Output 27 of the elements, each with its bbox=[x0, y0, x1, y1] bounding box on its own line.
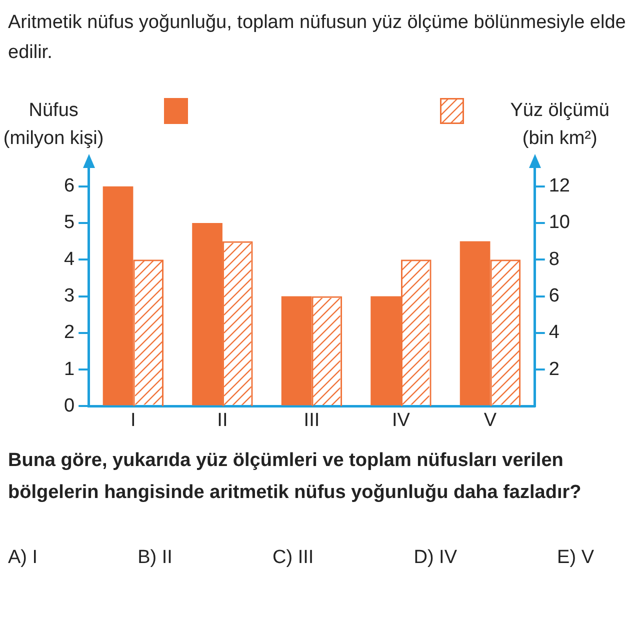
y2-axis-title: Yüz ölçümü (bin km²) bbox=[510, 100, 610, 149]
y2-tick-label: 12 bbox=[548, 176, 570, 197]
x-tick-label: I bbox=[130, 410, 136, 431]
x-tick-label: III bbox=[304, 410, 320, 431]
y-tick-label: 6 bbox=[64, 176, 75, 197]
y-tick-label: 0 bbox=[64, 395, 75, 416]
text: A) I bbox=[8, 547, 38, 569]
x-tick-label: V bbox=[484, 410, 497, 431]
y-axis-title: Nüfus (milyon kişi) bbox=[3, 100, 104, 149]
x-tick-label: II bbox=[217, 410, 228, 431]
text: Buna göre, yukarıda yüz ölçümleri ve toplam nüfusları verilen bölgelerin hangisinde aritmetik nüfus yoğunluğu daha fazladır? bbox=[7, 449, 582, 505]
text: B) II bbox=[138, 547, 172, 569]
chart-title: Aritmetik nüfus yoğunluğu, toplam nüfusun yüz ölçüme bölünmesiyle elde edilir. bbox=[7, 11, 627, 65]
y-tick-label: 1 bbox=[64, 358, 75, 380]
y2-tick-label: 10 bbox=[548, 212, 570, 234]
y2-tick-label: 4 bbox=[548, 322, 560, 344]
x-tick-label: IV bbox=[392, 410, 410, 431]
text: E) V bbox=[557, 547, 594, 569]
y-tick-label: 4 bbox=[64, 248, 75, 270]
text: C) III bbox=[272, 547, 314, 569]
y-tick-label: 3 bbox=[64, 285, 75, 306]
y2-tick-label: 6 bbox=[548, 285, 560, 306]
y2-tick-label: 2 bbox=[548, 358, 560, 380]
text: D) IV bbox=[414, 547, 457, 569]
y-tick-label: 5 bbox=[64, 212, 75, 234]
y-tick-label: 2 bbox=[64, 322, 75, 344]
y2-tick-label: 8 bbox=[548, 248, 560, 270]
